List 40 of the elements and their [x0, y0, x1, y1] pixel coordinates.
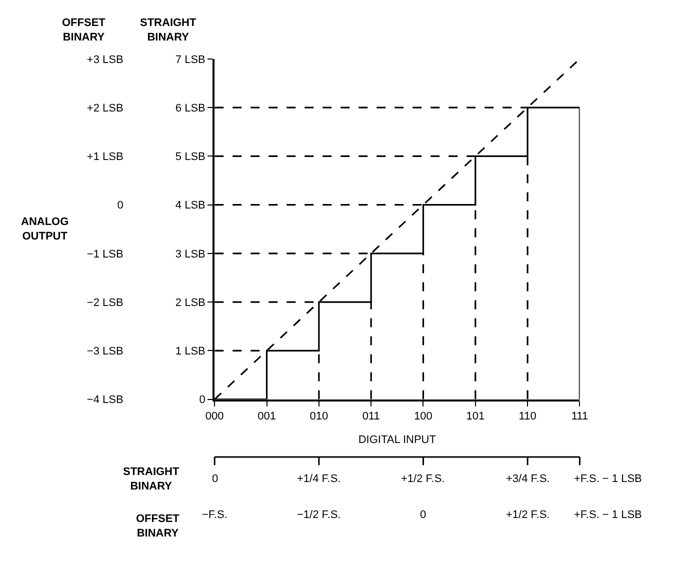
text: +3/4 F.S. [506, 473, 550, 485]
y-axis-title: STRAIGHT BINARY [140, 17, 196, 44]
text: +1/2 F.S. [506, 509, 550, 521]
text: +1/2 F.S. [401, 473, 445, 485]
text: +1/4 F.S. [297, 473, 341, 485]
y-tick-label: 3 LSB [175, 248, 206, 260]
y-tick-label: 7 LSB [175, 54, 206, 66]
text: 0 [420, 509, 426, 521]
y2-tick-label: +3 LSB [86, 54, 124, 66]
y-tick-label: 5 LSB [175, 151, 206, 164]
y-tick-label: 4 LSB [175, 200, 206, 212]
x-tick-label: 010 [310, 410, 328, 422]
y-tick-label: 0 [199, 394, 206, 406]
text: +F.S. − 1 LSB [574, 473, 642, 485]
x-axis-title: DIGITAL INPUT [358, 434, 436, 446]
y2-tick-label: 0 [117, 200, 124, 212]
x-tick-label: 111 [571, 410, 588, 422]
text: 0 [212, 473, 218, 485]
x-tick-label: 011 [362, 410, 380, 422]
y2-tick-label: +1 LSB [86, 151, 124, 164]
text: +F.S. − 1 LSB [574, 509, 642, 521]
y2-tick-label: +2 LSB [86, 102, 124, 114]
x-tick-label: 100 [414, 410, 432, 422]
x-tick-label: 110 [518, 410, 536, 422]
y2-tick-label: −1 LSB [86, 248, 124, 260]
x-tick-label: 101 [466, 410, 485, 422]
y2-tick-label: −2 LSB [86, 296, 124, 309]
x-tick-label: 000 [205, 410, 224, 422]
text: STRAIGHT BINARY [123, 466, 180, 492]
text: ANALOG OUTPUT [21, 216, 69, 242]
y2-axis-title: OFFSET BINARY [62, 17, 106, 44]
x-tick-label: 001 [258, 410, 276, 422]
text: −F.S. [202, 509, 228, 521]
y2-tick-label: −3 LSB [86, 346, 124, 358]
y-tick-label: 2 LSB [175, 296, 206, 309]
y2-tick-label: −4 LSB [86, 394, 124, 406]
y-tick-label: 1 LSB [175, 346, 206, 358]
text: −1/2 F.S. [297, 509, 341, 521]
text: OFFSET BINARY [136, 513, 180, 540]
y-tick-label: 6 LSB [175, 102, 206, 114]
